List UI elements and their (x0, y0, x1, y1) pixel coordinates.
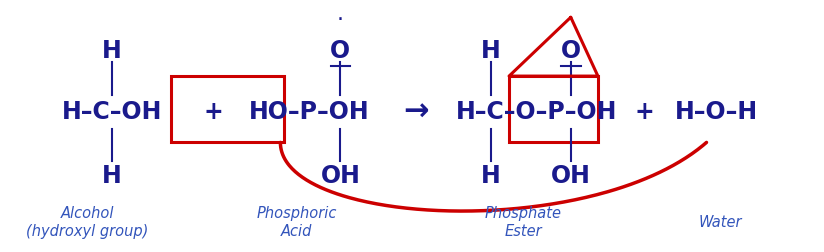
Text: Water: Water (699, 215, 742, 230)
Text: H: H (102, 39, 122, 63)
Text: H–O–H: H–O–H (675, 100, 758, 124)
Text: H: H (481, 164, 501, 188)
Text: O: O (330, 39, 350, 63)
Text: →: → (404, 98, 428, 127)
Text: H: H (102, 164, 122, 188)
Text: Phosphate
Ester: Phosphate Ester (485, 206, 561, 239)
Text: .: . (337, 4, 344, 23)
Text: Phosphoric
Acid: Phosphoric Acid (256, 206, 337, 239)
Text: +: + (634, 100, 654, 124)
Text: H–C–OH: H–C–OH (62, 100, 162, 124)
Text: O: O (560, 39, 581, 63)
Text: OH: OH (321, 164, 360, 188)
Text: +: + (203, 100, 222, 124)
Bar (171, 76, 284, 142)
Text: H: H (481, 39, 501, 63)
Text: OH: OH (550, 164, 591, 188)
Bar (509, 76, 598, 142)
Text: H–C–O–P–OH: H–C–O–P–OH (456, 100, 618, 124)
Text: HO–P–OH: HO–P–OH (249, 100, 369, 124)
Text: Alcohol
(hydroxyl group): Alcohol (hydroxyl group) (26, 206, 148, 239)
